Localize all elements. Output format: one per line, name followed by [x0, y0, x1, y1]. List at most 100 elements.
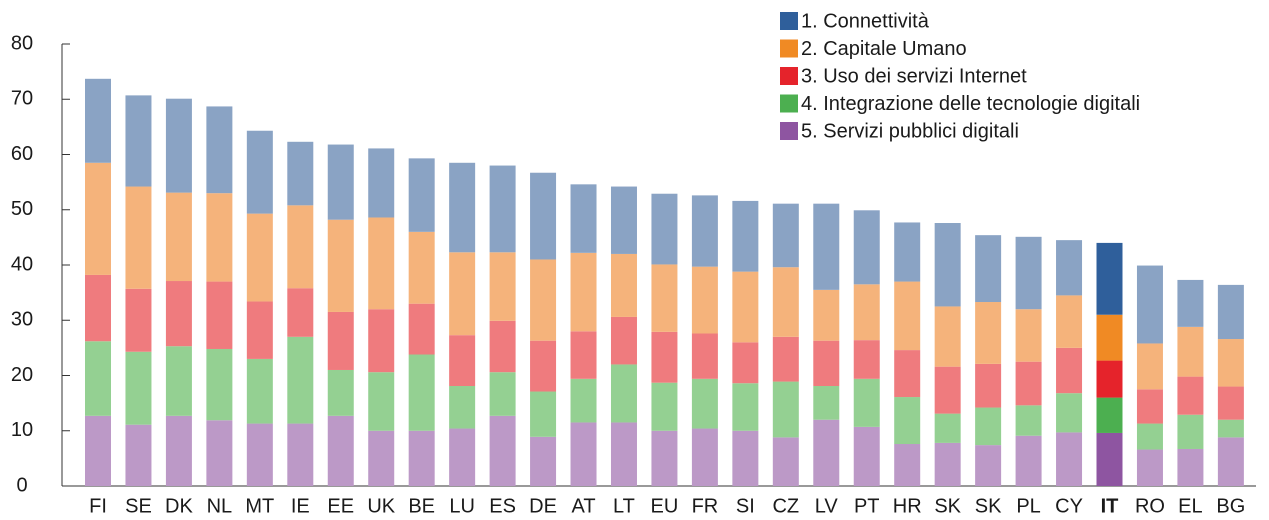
bar-segment — [651, 264, 678, 332]
legend-label: 4. Integrazione delle tecnologie digital… — [801, 93, 1140, 115]
bar-segment — [732, 271, 759, 343]
bar-segment — [530, 172, 557, 260]
bar-segment — [934, 413, 961, 443]
bar-segment — [489, 372, 516, 416]
bar-segment — [1136, 265, 1163, 344]
bar-segment — [1136, 389, 1163, 424]
bar-segment — [1177, 279, 1204, 327]
bar-segment — [1015, 309, 1042, 362]
x-tick-label: EU — [651, 495, 679, 517]
bar-segment — [1217, 386, 1244, 420]
bar-segment — [772, 381, 799, 438]
bar-segment — [85, 341, 111, 416]
bar-segment — [1096, 314, 1123, 361]
x-tick-label: EE — [327, 495, 354, 517]
bar-segment — [530, 391, 557, 437]
bar-segment — [772, 336, 799, 382]
bar-segment — [894, 444, 921, 486]
bar-segment — [610, 316, 637, 365]
bar-segment — [449, 252, 476, 336]
bar-segment — [408, 303, 435, 355]
bar-segment — [125, 95, 152, 187]
bar-segment — [368, 430, 395, 486]
bar-segment — [813, 203, 840, 290]
bar-segment — [1015, 236, 1042, 310]
bar-segment — [732, 383, 759, 431]
bar-segment — [408, 158, 435, 232]
bar-segment — [85, 162, 111, 275]
bar-segment — [530, 436, 557, 486]
bar-segment — [246, 301, 273, 359]
bar-segment — [1015, 361, 1042, 406]
bar-segment — [206, 281, 233, 349]
bar-segment — [287, 141, 314, 206]
x-tick-label: SE — [125, 495, 152, 517]
bar-segment — [813, 340, 840, 386]
x-tick-label: FR — [692, 495, 719, 517]
bar-segment — [85, 415, 111, 486]
x-tick-label: EL — [1178, 495, 1202, 517]
bar-segment — [368, 309, 395, 373]
bar-segment — [732, 200, 759, 272]
bar-segment — [206, 193, 233, 282]
bar-segment — [368, 148, 395, 218]
bar-segment — [327, 369, 354, 416]
bar-segment — [1015, 435, 1042, 486]
bar-segment — [1056, 432, 1083, 486]
bar-segment — [610, 253, 637, 317]
bar-segment — [368, 217, 395, 310]
x-tick-label: MT — [245, 495, 274, 517]
bar-segment — [853, 426, 880, 486]
bar-segment — [975, 302, 1002, 364]
x-tick-label: FI — [89, 495, 107, 517]
bar-segment — [246, 358, 273, 424]
bar-segment — [853, 378, 880, 427]
bar-segment — [246, 423, 273, 486]
bar-segment — [894, 397, 921, 445]
bar-segment — [934, 223, 961, 307]
legend-swatch — [780, 39, 798, 58]
y-tick-label: 0 — [16, 474, 27, 496]
bar-segment — [813, 385, 840, 420]
bar-segment — [408, 231, 435, 304]
bar-segment — [1136, 423, 1163, 450]
bar-segment — [975, 363, 1002, 408]
bar-segment — [894, 350, 921, 398]
bar-segment — [651, 430, 678, 486]
bar-segment — [691, 266, 718, 334]
bar-segment — [85, 274, 111, 342]
bar-segment — [853, 284, 880, 341]
bar-segment — [408, 430, 435, 486]
bar-segment — [449, 428, 476, 486]
bar-segment — [489, 415, 516, 486]
bar-segment — [530, 259, 557, 341]
bar-segment — [530, 340, 557, 392]
bar-segment — [368, 372, 395, 431]
bar-segment — [853, 210, 880, 285]
bar-segment — [1217, 284, 1244, 340]
bar-segment — [1217, 437, 1244, 486]
bar-segment — [1056, 393, 1083, 433]
bar-segment — [449, 385, 476, 429]
x-tick-label: PL — [1016, 495, 1040, 517]
bar-segment — [1177, 414, 1204, 449]
bar-segment — [570, 378, 597, 423]
bar-segment — [165, 98, 192, 193]
bar-segment — [1056, 347, 1083, 394]
bar-segment — [125, 186, 152, 289]
bar-segment — [1136, 449, 1163, 486]
bar-segment — [1096, 360, 1123, 398]
bar-segment — [125, 351, 152, 425]
bar-segment — [975, 235, 1002, 303]
bar-segment — [125, 288, 152, 352]
bar-segment — [975, 445, 1002, 486]
bar-segment — [570, 422, 597, 486]
x-tick-label: CZ — [772, 495, 799, 517]
bar-segment — [570, 184, 597, 253]
bar-segment — [610, 364, 637, 423]
x-tick-label: LU — [449, 495, 475, 517]
x-tick-label: DK — [165, 495, 193, 517]
y-tick-label: 70 — [11, 88, 33, 110]
bar-segment — [489, 165, 516, 253]
